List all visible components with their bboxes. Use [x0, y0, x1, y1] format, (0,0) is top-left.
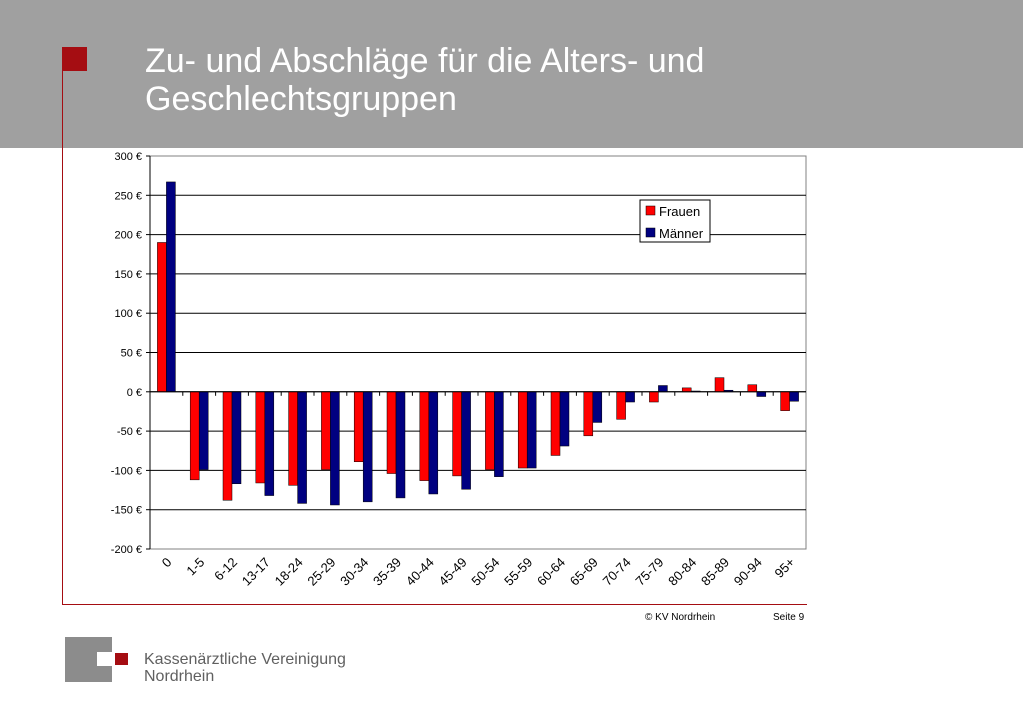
x-tick-label: 35-39 — [370, 555, 404, 589]
x-tick-label: 0 — [159, 555, 175, 571]
y-tick-label: -100 € — [111, 465, 142, 477]
y-tick-label: -150 € — [111, 505, 142, 517]
bar-maenner-1-5 — [198, 391, 209, 470]
bars — [157, 181, 799, 506]
bar-frauen-1-5 — [189, 391, 200, 481]
legend-swatch-frauen — [645, 205, 656, 216]
bar-frauen-75-79 — [649, 391, 659, 403]
bar-frauen-60-64 — [550, 391, 561, 456]
bar-maenner-35-39 — [395, 391, 406, 499]
logo-grey-block — [65, 637, 97, 682]
y-tick-label: 150 € — [114, 269, 142, 281]
accent-square — [62, 47, 87, 71]
bar-frauen-13-17 — [255, 391, 266, 484]
accent-horizontal-line — [62, 604, 807, 605]
bar-frauen-50-54 — [485, 391, 495, 470]
legend-label-frauen: Frauen — [659, 204, 700, 219]
copyright-text: © KV Nordrhein — [645, 612, 716, 623]
bar-maenner-60-64 — [559, 391, 570, 447]
bar-maenner-13-17 — [264, 391, 275, 496]
x-tick-label: 45-49 — [436, 555, 470, 589]
bar-maenner-90-94 — [756, 391, 767, 397]
x-tick-label: 13-17 — [239, 555, 273, 589]
x-tick-label: 30-34 — [337, 555, 371, 589]
bar-frauen-90-94 — [747, 384, 758, 393]
bar-frauen-6-12 — [222, 391, 233, 501]
bar-maenner-50-54 — [494, 391, 504, 477]
bar-frauen-85-89 — [714, 377, 725, 393]
x-tick-label: 18-24 — [272, 555, 306, 589]
accent-vertical-line — [62, 71, 63, 605]
bar-frauen-0 — [157, 242, 167, 393]
bar-maenner-55-59 — [526, 391, 537, 469]
x-tick-label: 25-29 — [304, 555, 338, 589]
y-tick-label: 300 € — [114, 151, 142, 163]
bar-frauen-55-59 — [517, 391, 528, 469]
header-band — [0, 0, 1023, 148]
x-tick-label: 65-69 — [567, 555, 601, 589]
bar-frauen-65-69 — [583, 391, 594, 437]
bar-maenner-65-69 — [592, 391, 603, 423]
legend-swatch-maenner — [645, 227, 656, 238]
legend-label-maenner: Männer — [659, 226, 704, 241]
x-tick-label: 95+ — [772, 555, 798, 581]
x-tick-label: 60-64 — [534, 555, 568, 589]
bar-frauen-25-29 — [321, 391, 331, 470]
bar-maenner-45-49 — [461, 391, 471, 490]
bar-maenner-25-29 — [330, 391, 340, 506]
bar-maenner-18-24 — [297, 391, 307, 504]
logo-gap — [97, 652, 112, 666]
x-tick-label: 90-94 — [731, 555, 765, 589]
x-tick-label: 55-59 — [501, 555, 535, 589]
bar-maenner-6-12 — [231, 391, 242, 485]
x-tick-label: 70-74 — [600, 555, 634, 589]
logo-red-square — [115, 653, 128, 665]
y-tick-label: -50 € — [117, 426, 142, 438]
bar-frauen-80-84 — [681, 387, 692, 393]
kv-logo: Kassenärztliche Vereinigung Nordrhein — [65, 637, 385, 687]
y-tick-label: 200 € — [114, 230, 142, 242]
bar-maenner-95+ — [789, 391, 799, 402]
x-tick-label: 80-84 — [665, 555, 699, 589]
bar-frauen-70-74 — [616, 391, 626, 420]
y-tick-label: 100 € — [114, 308, 142, 320]
x-tick-label: 40-44 — [403, 555, 437, 589]
bar-maenner-70-74 — [625, 391, 635, 403]
x-tick-label: 75-79 — [632, 555, 666, 589]
y-tick-label: 50 € — [121, 348, 142, 360]
y-tick-label: 0 € — [127, 387, 142, 399]
x-tick-label: 1-5 — [183, 555, 207, 579]
x-tick-label: 85-89 — [698, 555, 732, 589]
bar-frauen-95+ — [780, 391, 790, 411]
bar-frauen-40-44 — [419, 391, 430, 481]
bar-frauen-45-49 — [452, 391, 462, 477]
bar-maenner-0 — [166, 181, 176, 393]
slide-title: Zu- und Abschläge für die Alters- und Ge… — [145, 42, 705, 118]
legend: Frauen Männer — [639, 199, 711, 243]
bar-frauen-35-39 — [386, 391, 397, 474]
x-tick-label: 50-54 — [468, 555, 502, 589]
bar-maenner-75-79 — [658, 385, 668, 393]
bar-maenner-40-44 — [428, 391, 439, 495]
x-tick-label: 6-12 — [211, 555, 240, 584]
bar-frauen-18-24 — [288, 391, 298, 486]
bar-frauen-30-34 — [353, 391, 364, 463]
logo-text-line2: Nordrhein — [144, 668, 215, 685]
y-tick-label: -200 € — [111, 544, 142, 556]
logo-text-line1: Kassenärztliche Vereinigung — [144, 651, 346, 668]
bar-maenner-30-34 — [362, 391, 373, 503]
page-number: Seite 9 — [773, 612, 805, 623]
y-tick-label: 250 € — [114, 190, 142, 202]
